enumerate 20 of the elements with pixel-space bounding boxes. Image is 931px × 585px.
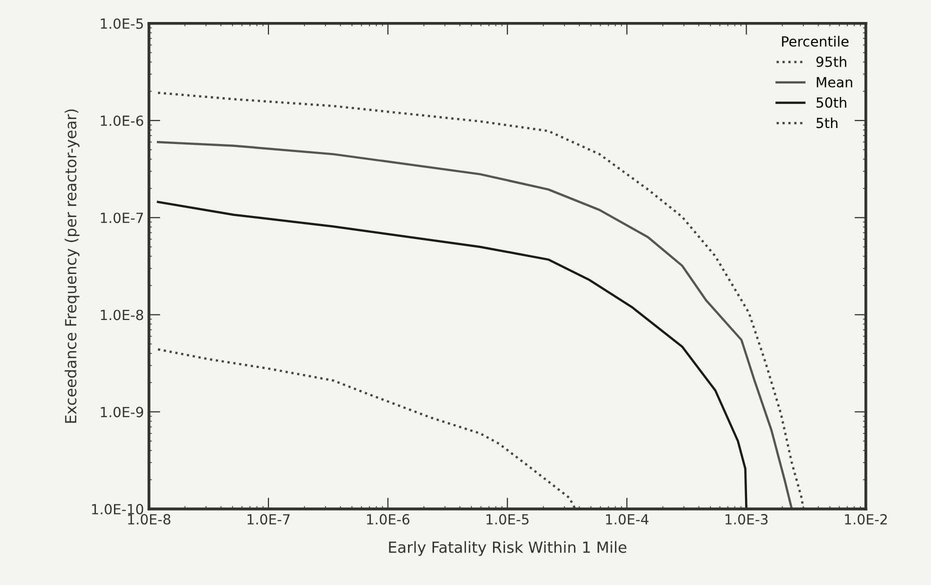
legend-label: 95th (816, 56, 846, 68)
x-tick-label: 1.0E-4 (606, 514, 648, 525)
legend-title: Percentile (782, 36, 848, 47)
x-tick-label: 1.0E-3 (726, 514, 768, 525)
legend-label: 5th (816, 117, 838, 128)
y-tick-label: 1.0E-8 (100, 310, 144, 320)
y-tick-label: 1.0E-10 (92, 504, 144, 514)
y-tick-label: 1.0E-7 (100, 212, 143, 224)
y-tick-label: 1.0E-6 (100, 115, 144, 126)
x-axis-title: Early Fatality Risk Within 1 Mile (389, 541, 626, 556)
x-tick-label: 1.0E-8 (128, 514, 170, 525)
x-tick-label: 1.0E-2 (845, 514, 887, 525)
x-tick-label: 1.0E-6 (367, 514, 410, 525)
y-tick-label: 1.0E-9 (100, 406, 144, 418)
y-axis-title: Exceedance Frequency (per reactor-year) (64, 109, 80, 423)
legend-label: 50th (816, 97, 846, 108)
x-tick-label: 1.0E-5 (486, 514, 529, 525)
legend-label: Mean (816, 77, 852, 88)
x-tick-label: 1.0E-7 (248, 514, 290, 525)
y-tick-label: 1.0E-5 (100, 18, 143, 29)
